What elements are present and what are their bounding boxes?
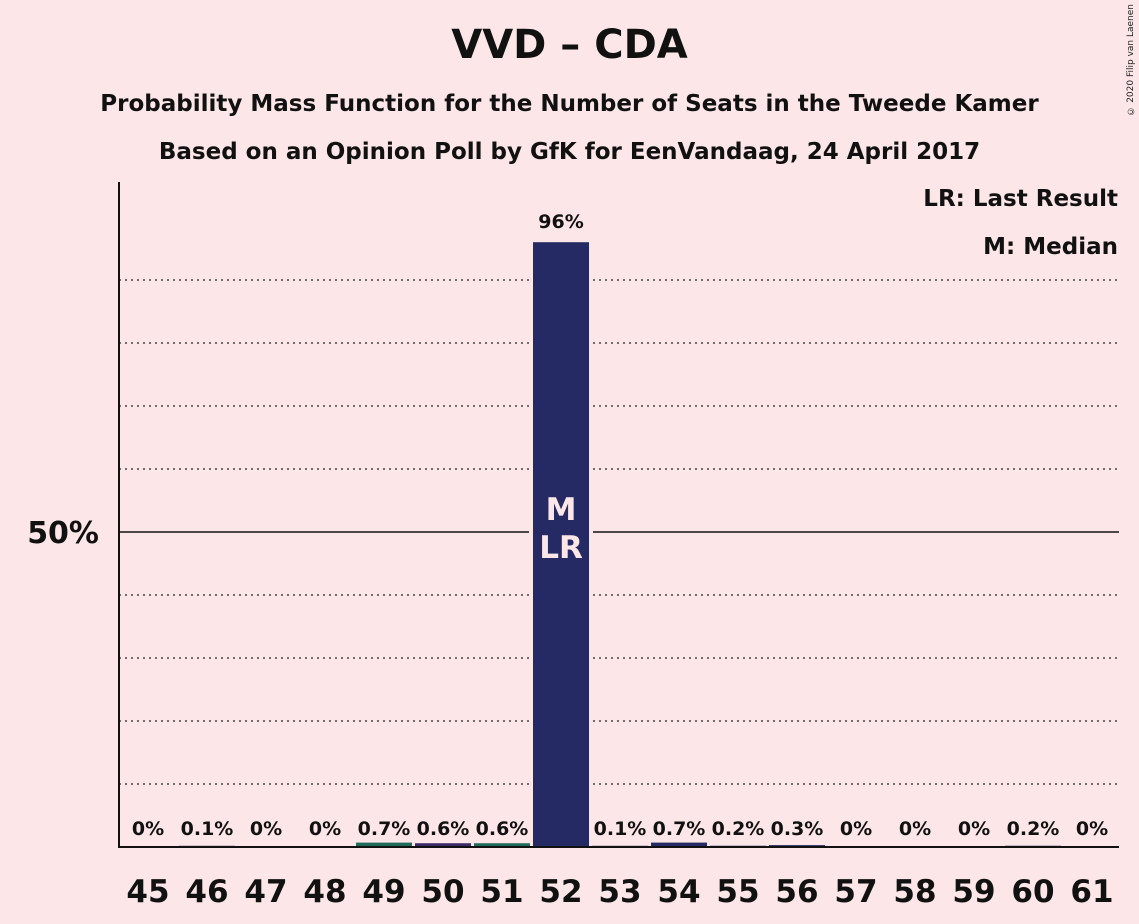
- value-label-55: 0.2%: [712, 818, 765, 840]
- marker-label-m: M: [546, 492, 577, 528]
- y-tick-label: 50%: [27, 516, 99, 551]
- x-tick-label-52: 52: [539, 874, 582, 910]
- value-label-57: 0%: [840, 818, 872, 840]
- legend-median: M: Median: [983, 234, 1118, 260]
- x-tick-label-45: 45: [126, 874, 169, 910]
- chart-title: VVD – CDA: [451, 22, 688, 68]
- x-tick-label-46: 46: [185, 874, 228, 910]
- value-label-56: 0.3%: [771, 818, 824, 840]
- x-tick-label-57: 57: [834, 874, 877, 910]
- value-label-50: 0.6%: [417, 818, 470, 840]
- value-label-60: 0.2%: [1007, 818, 1060, 840]
- value-label-58: 0%: [899, 818, 931, 840]
- value-label-48: 0%: [309, 818, 341, 840]
- bar-50: [415, 843, 471, 847]
- x-tick-label-53: 53: [598, 874, 641, 910]
- value-label-46: 0.1%: [181, 818, 234, 840]
- x-tick-label-59: 59: [952, 874, 995, 910]
- x-tick-label-58: 58: [893, 874, 936, 910]
- marker-label-lr: LR: [539, 530, 583, 566]
- value-label-59: 0%: [958, 818, 990, 840]
- legend-last-result: LR: Last Result: [923, 186, 1118, 212]
- value-label-45: 0%: [132, 818, 164, 840]
- bar-54: [651, 842, 707, 847]
- value-label-47: 0%: [250, 818, 282, 840]
- bar-51: [474, 843, 530, 847]
- x-tick-label-50: 50: [421, 874, 464, 910]
- value-label-53: 0.1%: [594, 818, 647, 840]
- bar-49: [356, 842, 412, 847]
- value-label-54: 0.7%: [653, 818, 706, 840]
- x-tick-label-55: 55: [716, 874, 759, 910]
- chart-subtitle-poll: Based on an Opinion Poll by GfK for EenV…: [158, 139, 981, 165]
- value-label-52: 96%: [538, 211, 583, 233]
- bar-52: [533, 242, 589, 847]
- x-tick-label-54: 54: [657, 874, 700, 910]
- x-tick-label-61: 61: [1070, 874, 1113, 910]
- x-tick-label-48: 48: [303, 874, 346, 910]
- x-tick-label-47: 47: [244, 874, 287, 910]
- value-label-61: 0%: [1076, 818, 1108, 840]
- chart-subtitle: Probability Mass Function for the Number…: [100, 91, 1039, 117]
- x-tick-label-56: 56: [775, 874, 818, 910]
- x-tick-label-60: 60: [1011, 874, 1054, 910]
- value-label-51: 0.6%: [476, 818, 529, 840]
- x-tick-label-51: 51: [480, 874, 523, 910]
- x-tick-label-49: 49: [362, 874, 405, 910]
- value-label-49: 0.7%: [358, 818, 411, 840]
